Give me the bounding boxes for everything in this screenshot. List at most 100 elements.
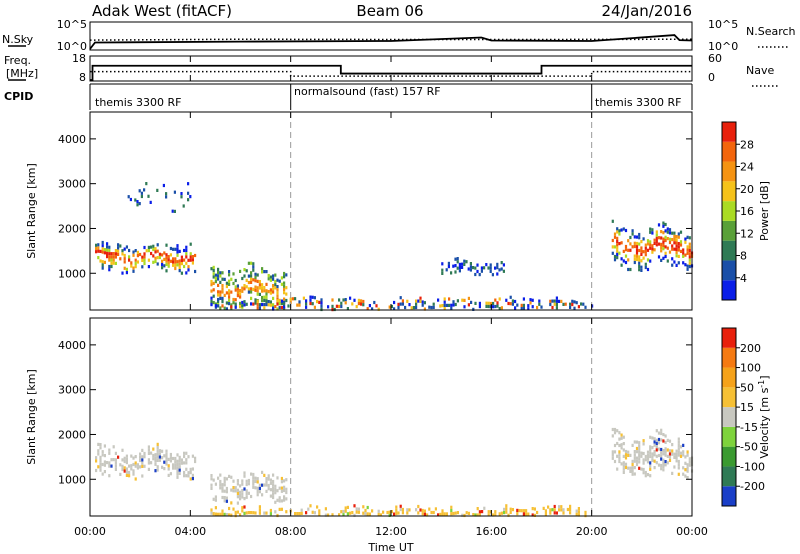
echo-cell: [217, 476, 220, 480]
echo-cell: [99, 468, 102, 472]
echo-cell: [150, 461, 153, 465]
echo-cell: [289, 297, 292, 301]
echo-cell: [169, 459, 172, 463]
echo-cell: [682, 472, 685, 476]
echo-cell: [294, 297, 297, 301]
echo-cell: [651, 455, 654, 459]
echo-cell: [646, 267, 650, 272]
echo-cell: [241, 289, 244, 293]
echo-cell: [311, 302, 314, 306]
echo-cell: [360, 302, 363, 306]
echo-cell: [139, 455, 142, 459]
echo-cell: [272, 303, 275, 307]
echo-cell: [571, 302, 574, 307]
echo-cell: [187, 268, 190, 272]
echo-cell: [651, 452, 654, 456]
echo-cell: [686, 248, 689, 252]
echo-cell: [263, 298, 266, 302]
echo-cell: [241, 286, 244, 290]
echo-cell: [219, 306, 222, 310]
echo-cell: [252, 265, 255, 269]
echo-cell: [399, 296, 402, 300]
echo-cell: [194, 459, 197, 464]
noise-series: [89, 34, 693, 50]
echo-cell: [232, 301, 235, 305]
echo-cell: [660, 249, 663, 253]
echo-cell: [214, 512, 217, 516]
echo-cell: [221, 512, 224, 516]
echo-cell: [182, 204, 185, 208]
colorbar-frame: [721, 327, 737, 507]
echo-cell: [331, 304, 334, 308]
echo-cell: [401, 507, 404, 512]
echo-cell: [134, 455, 137, 459]
echo-cell: [276, 294, 279, 298]
echo-cell: [657, 441, 661, 445]
echo-cell: [221, 300, 224, 304]
echo-cell: [225, 496, 228, 500]
echo-cell: [406, 511, 409, 515]
echo-cell: [660, 428, 663, 432]
echo-cell: [269, 494, 272, 498]
echo-cell: [644, 243, 647, 247]
echo-cell: [228, 298, 231, 302]
noise-left-tick-top: 10^5: [57, 18, 87, 31]
echo-cell: [564, 302, 567, 306]
echo-cell: [666, 438, 669, 442]
echo-cell: [178, 269, 181, 273]
echo-cell: [620, 433, 623, 437]
echo-cell: [551, 508, 554, 512]
echo-cell: [686, 235, 689, 239]
echo-cell: [263, 295, 266, 299]
echo-cell: [114, 458, 117, 462]
echo-cell: [533, 513, 536, 517]
echo-cell: [666, 237, 669, 241]
echo-cell: [261, 267, 264, 271]
echo-cell: [217, 274, 220, 278]
echo-cell: [219, 290, 222, 294]
echo-cell: [161, 253, 164, 257]
echo-cell: [241, 479, 244, 483]
echo-cell: [156, 442, 159, 446]
echo-cell: [668, 439, 672, 443]
echo-cell: [274, 491, 277, 495]
echo-cell: [653, 450, 656, 454]
echo-cell: [344, 301, 347, 305]
echo-cell: [673, 234, 676, 238]
echo-cell: [622, 467, 625, 471]
echo-cell: [108, 252, 111, 256]
echo-cell: [340, 304, 343, 309]
echo-cell: [210, 486, 213, 490]
echo-cell: [250, 261, 253, 265]
echo-cell: [463, 262, 466, 266]
echo-cell: [538, 302, 541, 306]
echo-cell: [412, 306, 415, 310]
colorbar-swatch: [722, 161, 736, 182]
echo-cell: [688, 242, 691, 246]
echo-cell: [688, 463, 691, 467]
echo-cell: [232, 507, 235, 511]
echo-cell: [173, 209, 176, 213]
echo-cell: [223, 512, 226, 516]
echo-cell: [644, 458, 647, 462]
nave-label: Nave: [746, 64, 774, 77]
echo-cell: [221, 277, 224, 281]
echo-cell: [265, 483, 268, 487]
echo-cell: [494, 304, 497, 309]
echo-cell: [624, 228, 628, 233]
echo-cell: [267, 274, 270, 278]
echo-cell: [324, 507, 327, 511]
echo-cell: [241, 509, 244, 513]
echo-cell: [223, 480, 226, 484]
colorbar-swatch: [722, 260, 736, 281]
echo-cell: [119, 244, 122, 248]
echo-cell: [258, 283, 261, 287]
echo-cell: [302, 296, 305, 300]
cpid-segment-2: normalsound (fast) 157 RF: [294, 85, 441, 98]
echo-cell: [492, 301, 495, 306]
echo-cell: [677, 232, 680, 236]
echo-cell: [463, 305, 466, 309]
echo-cell: [351, 302, 354, 306]
echo-cell: [668, 231, 672, 235]
echo-cell: [355, 507, 358, 511]
